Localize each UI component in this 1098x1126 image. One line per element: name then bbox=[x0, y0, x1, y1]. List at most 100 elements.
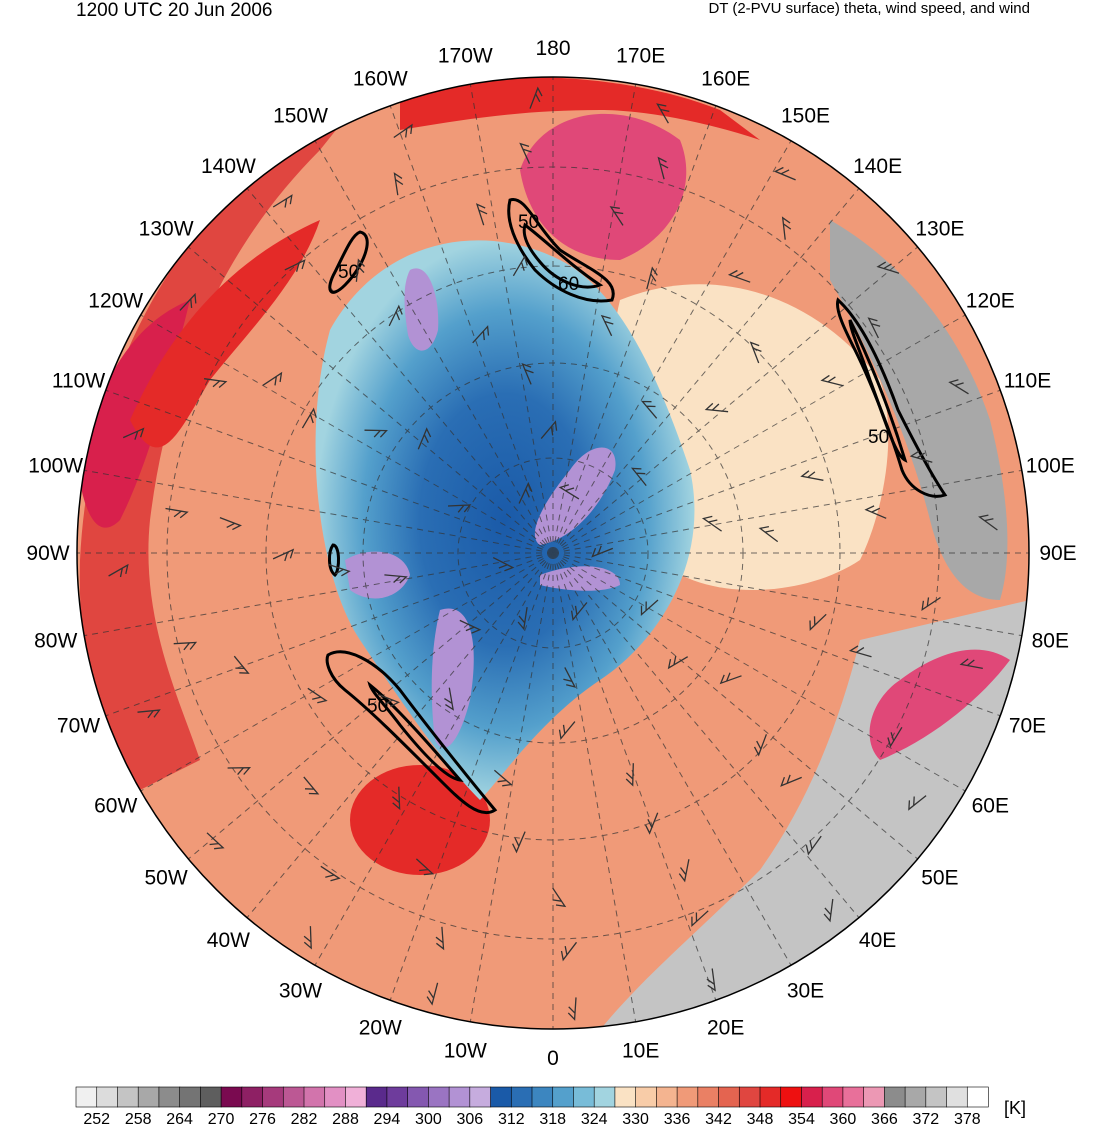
wind-barb bbox=[521, 362, 534, 385]
colorbar-tick-label: 258 bbox=[125, 1111, 152, 1126]
graticule bbox=[77, 77, 1029, 1029]
wind-barb bbox=[701, 515, 722, 532]
wind-barb bbox=[753, 734, 768, 757]
wind-barb bbox=[328, 563, 351, 577]
meridian-line bbox=[469, 552, 554, 1022]
longitude-label: 130W bbox=[139, 217, 194, 240]
meridian-line bbox=[552, 552, 637, 1022]
wind-barb bbox=[517, 607, 528, 631]
theta-pink-asia bbox=[869, 649, 1010, 760]
colorbar-tick-label: 354 bbox=[788, 1111, 815, 1126]
wind-barb bbox=[393, 123, 413, 139]
longitude-label: 20W bbox=[359, 1017, 402, 1040]
wind-barb bbox=[384, 574, 408, 584]
longitude-label: 90E bbox=[1039, 542, 1076, 565]
theta-warm-belt-west bbox=[79, 100, 360, 800]
colorbar-tick-label: 342 bbox=[705, 1111, 732, 1126]
meridian-line bbox=[188, 552, 554, 860]
wind-barb bbox=[823, 898, 834, 923]
colorbar-tick-label: 366 bbox=[871, 1111, 898, 1126]
wind-barb bbox=[864, 505, 887, 519]
wind-barb bbox=[640, 599, 659, 617]
jet-contour-canada-small bbox=[328, 543, 340, 577]
colorbar-box bbox=[573, 1086, 595, 1108]
colorbar-box bbox=[614, 1086, 637, 1108]
meridian-line bbox=[140, 314, 554, 554]
wind-barb bbox=[727, 269, 751, 283]
longitude-label: 40E bbox=[859, 929, 896, 952]
longitude-label: 0 bbox=[547, 1047, 559, 1070]
wind-barb bbox=[563, 667, 577, 688]
colorbar-tick-label: 252 bbox=[83, 1111, 110, 1126]
wind-barb bbox=[848, 645, 872, 658]
meridian-line bbox=[552, 552, 717, 1001]
wind-barb bbox=[529, 86, 543, 109]
colorbar-box bbox=[158, 1086, 181, 1108]
longitude-label: 50E bbox=[921, 867, 958, 890]
wind-barb bbox=[641, 400, 658, 419]
wind-barb bbox=[519, 142, 532, 164]
map-border bbox=[76, 76, 1030, 1030]
wind-barb bbox=[558, 721, 576, 741]
colorbar-tick-label: 348 bbox=[747, 1111, 774, 1126]
contour-label: 60 bbox=[558, 274, 579, 295]
field-description-title: DT (2-PVU surface) theta, wind speed, an… bbox=[708, 0, 1030, 17]
wind-barb bbox=[781, 216, 792, 240]
longitude-label: 40W bbox=[207, 929, 250, 952]
meridian-line bbox=[469, 84, 554, 554]
meridian-lines bbox=[77, 77, 1029, 1029]
wind-barb bbox=[625, 763, 634, 787]
wind-barb bbox=[391, 786, 401, 811]
jet-contour-pacific-inner bbox=[522, 222, 604, 289]
colorbar-tick-label: 318 bbox=[539, 1111, 566, 1126]
wind-barb bbox=[303, 926, 312, 950]
meridian-line bbox=[552, 469, 1022, 554]
colorbar-box bbox=[718, 1086, 740, 1108]
colorbar-box bbox=[448, 1086, 471, 1108]
colorbar-box bbox=[904, 1086, 927, 1108]
longitude-label: 100E bbox=[1026, 454, 1075, 477]
wind-barb bbox=[657, 156, 669, 180]
longitude-label: 10E bbox=[622, 1039, 659, 1062]
colorbar-box bbox=[966, 1086, 989, 1108]
colorbar-box bbox=[884, 1086, 906, 1108]
colorbar-box bbox=[863, 1086, 885, 1108]
wind-barb bbox=[165, 507, 189, 519]
wind-barb bbox=[204, 378, 228, 388]
wind-barb bbox=[820, 374, 844, 387]
colorbar-box bbox=[324, 1086, 347, 1108]
wind-barb bbox=[518, 481, 533, 504]
wind-barb bbox=[867, 317, 881, 339]
wind-barb bbox=[219, 516, 242, 531]
colorbar-box bbox=[428, 1086, 450, 1108]
wind-barb bbox=[493, 769, 513, 787]
longitude-label: 180 bbox=[535, 37, 570, 60]
meridian-line bbox=[552, 140, 792, 554]
wind-barb bbox=[122, 427, 145, 440]
wind-barb bbox=[364, 429, 388, 438]
longitude-label: 100W bbox=[28, 454, 83, 477]
longitude-label: 50W bbox=[145, 867, 188, 890]
colorbar-tick-label: 306 bbox=[456, 1111, 483, 1126]
wind-barb bbox=[921, 596, 941, 612]
wind-barb bbox=[307, 687, 328, 704]
longitude-label: 70W bbox=[57, 715, 100, 738]
longitude-label: 170W bbox=[438, 45, 493, 68]
wind-barb bbox=[492, 557, 515, 572]
wind-barbs bbox=[108, 86, 998, 1021]
colorbar-tick-label: 360 bbox=[830, 1111, 857, 1126]
wind-barb bbox=[609, 206, 624, 226]
jet-contour-pacific-north bbox=[507, 198, 615, 303]
colorbar-tick-label: 372 bbox=[912, 1111, 939, 1126]
colorbar-tick-label: 282 bbox=[291, 1111, 318, 1126]
wind-barb bbox=[706, 968, 716, 992]
meridian-line bbox=[389, 105, 554, 554]
meridian-line bbox=[552, 105, 717, 554]
colorbar-box bbox=[656, 1086, 678, 1108]
meridian-line bbox=[552, 389, 1001, 554]
colorbar-box bbox=[676, 1086, 699, 1108]
latitude-circle-80 bbox=[457, 457, 649, 649]
longitude-label: 70E bbox=[1009, 715, 1046, 738]
wind-barb bbox=[809, 613, 827, 631]
theta-purple-arm-2 bbox=[540, 566, 620, 591]
